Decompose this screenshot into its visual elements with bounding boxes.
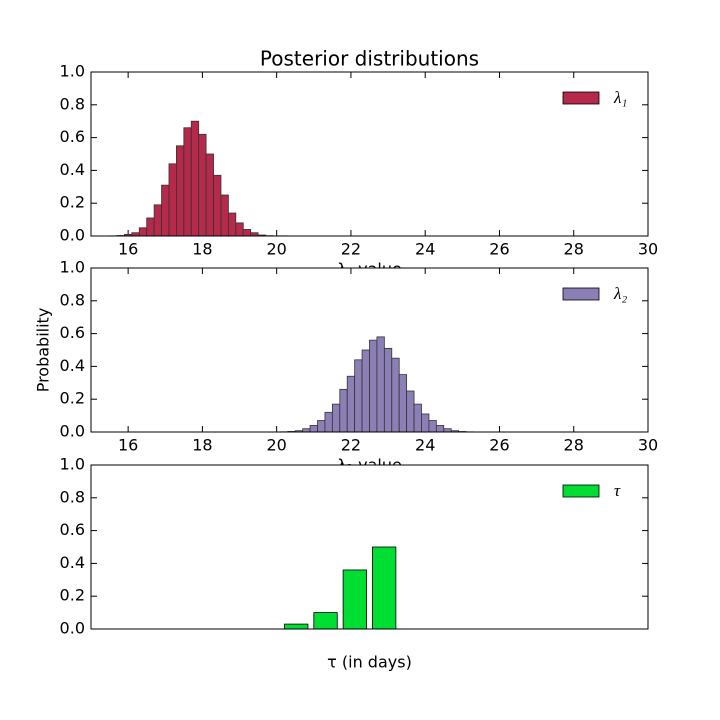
histogram-bar (398, 374, 408, 433)
x-tick-label: 28 (564, 436, 584, 455)
histogram-bar (376, 336, 385, 433)
histogram-bar (383, 347, 393, 433)
histogram-bar (354, 359, 363, 433)
x-tick-label: 28 (564, 240, 584, 259)
histogram-bar (146, 217, 155, 237)
x-tick-label: 24 (415, 436, 435, 455)
histogram-bar (205, 153, 214, 237)
histogram-bar (161, 184, 170, 237)
histogram-bar (242, 229, 252, 237)
x-tick-label: 16 (118, 240, 138, 259)
histogram-bar (317, 420, 326, 433)
x-tick-label: 30 (638, 436, 658, 455)
histogram-bar (413, 403, 422, 433)
histogram-bar (138, 227, 148, 237)
histogram-bar (406, 390, 415, 433)
histogram-bar (346, 375, 356, 433)
y-tick-label: 0.6 (60, 127, 85, 146)
legend-swatch (562, 484, 600, 498)
x-tick-label: 22 (341, 436, 361, 455)
y-tick-label: 1.0 (60, 62, 85, 81)
histogram-bar (339, 388, 348, 433)
y-tick-label: 0.6 (60, 323, 85, 342)
y-tick-label: 0.0 (60, 226, 85, 245)
y-axis-label: Probability (34, 308, 53, 393)
legend-label: λ₂ (613, 284, 627, 303)
bar (372, 546, 397, 630)
x-tick-label: 20 (266, 436, 286, 455)
axes-background (91, 465, 648, 629)
histogram-bar (176, 145, 185, 237)
y-tick-label: 1.0 (60, 258, 85, 277)
histogram-bar (435, 425, 445, 433)
histogram-bar (190, 120, 200, 237)
y-tick-label: 0.0 (60, 619, 85, 638)
bar (342, 569, 367, 630)
histogram-bar (198, 133, 207, 237)
legend-swatch (562, 287, 600, 301)
legend-swatch (562, 91, 600, 105)
x-tick-label: 18 (192, 240, 212, 259)
y-tick-label: 0.2 (60, 193, 85, 212)
histogram-bar (153, 204, 162, 237)
axes-frame (90, 71, 649, 237)
histogram-bar (331, 403, 341, 433)
histogram-bar (428, 420, 437, 433)
histogram-bar (168, 163, 177, 237)
y-tick-label: 0.6 (60, 520, 85, 539)
x-tick-label: 20 (266, 240, 286, 259)
x-tick-label: 16 (118, 436, 138, 455)
y-tick-label: 0.8 (60, 94, 85, 113)
histogram-bar (361, 349, 370, 433)
x-tick-label: 30 (638, 240, 658, 259)
histogram-bar (235, 222, 244, 237)
x-tick-label: 26 (489, 240, 509, 259)
y-tick-label: 0.4 (60, 356, 85, 375)
y-tick-label: 0.2 (60, 586, 85, 605)
x-axis-label: τ (in days) (327, 653, 412, 672)
histogram-bar (391, 357, 400, 433)
legend-label: λ₁ (613, 88, 627, 107)
histogram-bar (309, 425, 318, 433)
x-tick-label: 24 (415, 240, 435, 259)
histogram-bar (324, 411, 333, 433)
bar (313, 612, 338, 630)
legend-label: τ (614, 481, 621, 500)
y-tick-label: 0.2 (60, 389, 85, 408)
histogram-bar (183, 127, 192, 237)
axes-frame (90, 464, 649, 630)
y-tick-label: 1.0 (60, 455, 85, 474)
x-tick-label: 26 (489, 436, 509, 455)
histogram-bar (421, 413, 430, 433)
x-tick-label: 18 (192, 436, 212, 455)
y-tick-label: 0.8 (60, 290, 85, 309)
y-tick-label: 0.8 (60, 487, 85, 506)
x-tick-label: 22 (341, 240, 361, 259)
y-tick-label: 0.0 (60, 422, 85, 441)
y-tick-label: 0.4 (60, 553, 85, 572)
chart-title: Posterior distributions (260, 47, 479, 71)
histogram-bar (227, 212, 237, 237)
histogram-bar (369, 339, 378, 433)
bar (284, 623, 309, 630)
y-tick-label: 0.4 (60, 160, 85, 179)
axes-frame (90, 267, 649, 433)
histogram-bar (213, 174, 222, 237)
histogram-bar (220, 194, 229, 237)
